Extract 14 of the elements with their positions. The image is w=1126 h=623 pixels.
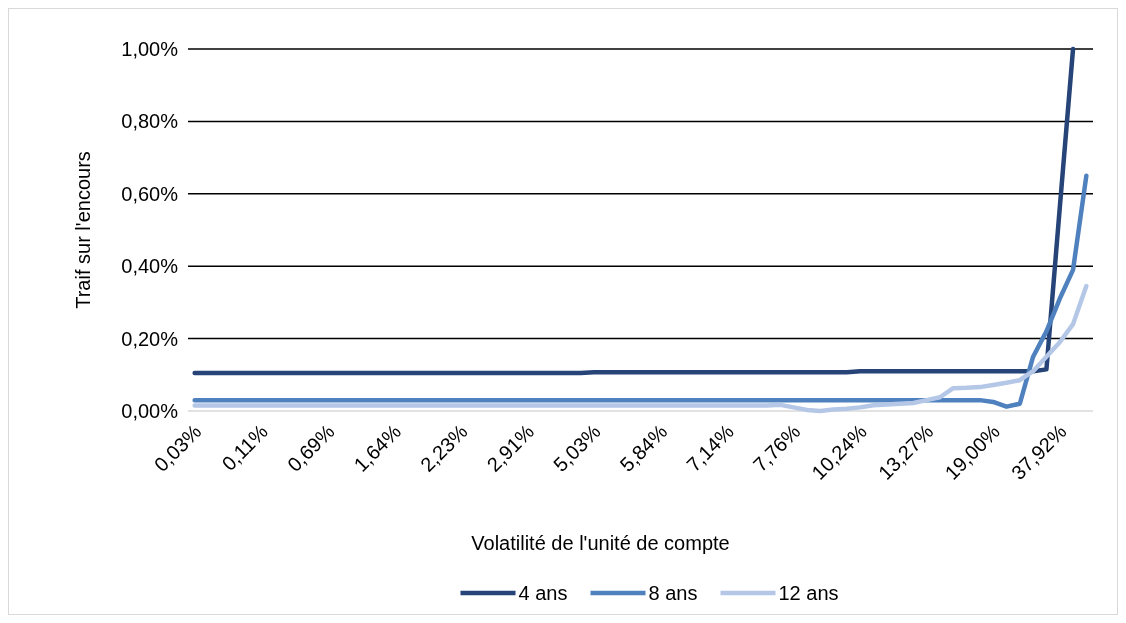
legend-label: 4 ans — [518, 582, 568, 604]
y-axis-title: Traif sur l'encours — [72, 151, 94, 309]
x-axis-title: Volatilité de l'unité de compte — [471, 532, 730, 554]
y-tick-label: 0,40% — [121, 255, 179, 278]
line-series — [192, 173, 1089, 409]
y-tick-label: 0,60% — [121, 182, 179, 205]
y-tick-label: 0,20% — [121, 327, 179, 350]
y-tick-label: 0,80% — [121, 110, 179, 133]
line-series — [192, 46, 1076, 376]
line-series — [192, 283, 1089, 414]
legend-label: 8 ans — [648, 582, 698, 604]
y-tick-label: 0,00% — [121, 400, 179, 422]
legend-label: 12 ans — [778, 582, 839, 604]
y-tick-label: 1,00% — [121, 38, 179, 60]
